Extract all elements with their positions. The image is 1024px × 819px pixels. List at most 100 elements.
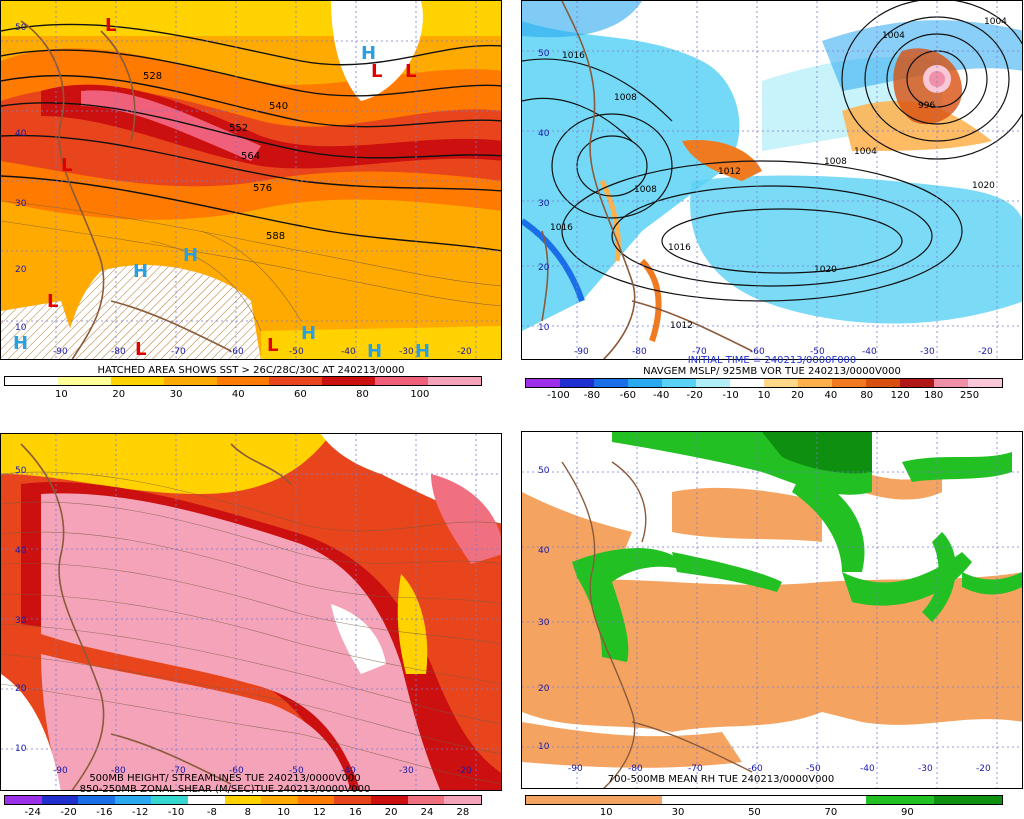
lon-label: -80 bbox=[632, 347, 647, 357]
lon-label: -70 bbox=[688, 764, 703, 774]
colorbar-tick: 80 bbox=[356, 389, 369, 400]
colorbar-swatch bbox=[407, 796, 445, 804]
isobar-label: 1004 bbox=[984, 17, 1007, 27]
colorbar-swatch bbox=[662, 796, 730, 804]
colorbar-tick: 10 bbox=[277, 807, 290, 818]
colorbar-tick: 16 bbox=[348, 807, 362, 818]
colorbar bbox=[525, 378, 1003, 388]
lon-label: -40 bbox=[860, 764, 875, 774]
colorbar-swatch bbox=[628, 379, 662, 387]
map-bl: 50 40 30 20 10 -90 -80 -70 -60 -50 -40 -… bbox=[0, 433, 502, 791]
low-pressure-marker: L bbox=[47, 291, 59, 312]
low-pressure-marker: L bbox=[267, 335, 279, 356]
colorbar-swatch bbox=[594, 796, 662, 804]
high-pressure-marker: H bbox=[415, 341, 431, 360]
lat-label: 50 bbox=[538, 49, 550, 59]
lat-label: 10 bbox=[538, 742, 550, 752]
colorbar-swatch bbox=[934, 379, 968, 387]
lat-label: 30 bbox=[15, 199, 27, 209]
map-tl: 528 540 552 564 576 588 L H L L L H H L … bbox=[0, 0, 502, 360]
isobar-label: 1012 bbox=[670, 321, 693, 331]
colorbar-swatch bbox=[110, 377, 164, 385]
lon-label: -60 bbox=[750, 347, 765, 357]
panel-700-500mb-mean-rh: 50 40 30 20 10 -90 -80 -70 -60 -50 -40 -… bbox=[521, 417, 1023, 819]
low-pressure-marker: L bbox=[135, 339, 147, 360]
colorbar-ticks: -100 -80 -60 -40 -20 -10 10 20 40 80 120… bbox=[525, 390, 1003, 402]
colorbar-swatch bbox=[334, 796, 372, 804]
high-pressure-marker: H bbox=[183, 245, 199, 266]
lon-label: -90 bbox=[574, 347, 589, 357]
colorbar-swatch bbox=[375, 377, 429, 385]
colorbar-tick: 90 bbox=[901, 807, 914, 818]
panel-caption: HATCHED AREA SHOWS SST > 26C/28C/30C AT … bbox=[97, 365, 405, 376]
colorbar-tick: 250 bbox=[959, 390, 980, 401]
lon-label: -50 bbox=[810, 347, 825, 357]
isobar-label: 1020 bbox=[814, 265, 837, 275]
colorbar-swatch bbox=[696, 379, 730, 387]
colorbar-tick: 40 bbox=[824, 390, 838, 401]
colorbar-swatch bbox=[764, 379, 798, 387]
colorbar-swatch bbox=[526, 379, 560, 387]
lat-label: 30 bbox=[15, 616, 27, 626]
colorbar-tick: 24 bbox=[420, 807, 434, 818]
lon-label: -60 bbox=[748, 764, 763, 774]
colorbar-tick: 8 bbox=[244, 807, 251, 818]
high-pressure-marker: H bbox=[133, 261, 149, 282]
high-pressure-marker: H bbox=[13, 333, 29, 354]
colorbar-swatch bbox=[261, 796, 298, 804]
colorbar-tick: 60 bbox=[293, 389, 307, 400]
colorbar-swatch bbox=[297, 796, 335, 804]
contour-label: 588 bbox=[266, 231, 286, 242]
lon-label: -40 bbox=[341, 766, 356, 776]
lat-label: 10 bbox=[538, 323, 550, 333]
lon-label: -60 bbox=[229, 347, 244, 357]
colorbar-swatch bbox=[41, 796, 79, 804]
panel-mslp-925mb-vorticity: 1016 1008 1004 1004 1008 1012 1016 1016 … bbox=[521, 0, 1023, 402]
lon-label: -20 bbox=[978, 347, 993, 357]
lat-label: 10 bbox=[15, 323, 27, 333]
colorbar-tick: 80 bbox=[860, 390, 874, 401]
lon-label: -40 bbox=[862, 347, 877, 357]
lat-label: 20 bbox=[15, 265, 27, 275]
colorbar-swatch bbox=[934, 796, 1002, 804]
contour-label: 540 bbox=[269, 101, 289, 112]
colorbar-swatch bbox=[5, 377, 58, 385]
colorbar-swatch bbox=[444, 796, 481, 804]
panel-caption: 700-500MB MEAN RH TUE 240213/0000V000 bbox=[607, 774, 835, 785]
colorbar-tick: 20 bbox=[384, 807, 398, 818]
colorbar-swatch bbox=[662, 379, 696, 387]
colorbar-tick: 10 bbox=[54, 389, 68, 400]
lat-label: 40 bbox=[15, 129, 27, 139]
lon-label: -30 bbox=[399, 347, 414, 357]
colorbar-tick: -20 bbox=[60, 807, 77, 818]
colorbar-tick: -60 bbox=[619, 390, 636, 401]
colorbar-tick: -16 bbox=[96, 807, 113, 818]
colorbar-swatch bbox=[730, 796, 798, 804]
map-tr: 1016 1008 1004 1004 1008 1012 1016 1016 … bbox=[521, 0, 1023, 360]
colorbar-tick: 12 bbox=[313, 807, 326, 818]
colorbar-tick: 120 bbox=[890, 390, 910, 401]
lon-label: -30 bbox=[920, 347, 935, 357]
colorbar-swatch bbox=[151, 796, 189, 804]
colorbar-swatch bbox=[371, 796, 408, 804]
isobar-label: 1004 bbox=[854, 147, 877, 157]
colorbar-tick: 28 bbox=[456, 807, 470, 818]
lat-label: 30 bbox=[538, 199, 550, 209]
contour-label: 576 bbox=[253, 183, 273, 194]
panel-caption-line2: 850-250MB ZONAL SHEAR (M/SEC)TUE 240213/… bbox=[79, 784, 371, 795]
colorbar bbox=[4, 376, 482, 386]
colorbar-swatch bbox=[322, 377, 376, 385]
lat-label: 40 bbox=[538, 546, 550, 556]
colorbar-tick: 20 bbox=[791, 390, 804, 401]
colorbar-swatch bbox=[866, 379, 900, 387]
lon-label: -80 bbox=[628, 764, 643, 774]
colorbar-swatch bbox=[526, 796, 594, 804]
colorbar-tick: 40 bbox=[231, 389, 245, 400]
low-pressure-marker: L bbox=[61, 155, 73, 176]
lon-label: -30 bbox=[399, 766, 414, 776]
lon-label: -30 bbox=[918, 764, 933, 774]
lon-label: -20 bbox=[457, 347, 472, 357]
colorbar-swatch bbox=[57, 377, 111, 385]
lon-label: -20 bbox=[457, 766, 472, 776]
colorbar-swatch bbox=[730, 379, 764, 387]
